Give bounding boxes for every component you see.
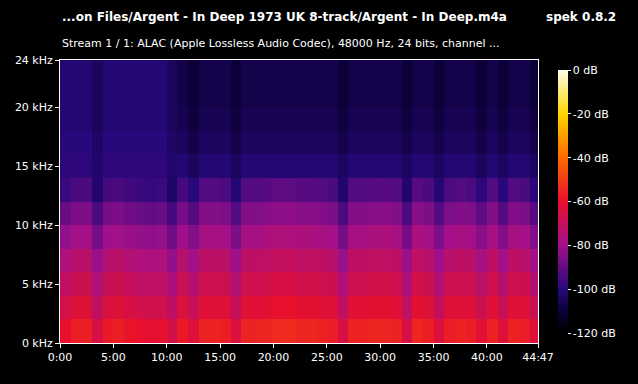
svg-text:30:00: 30:00 (364, 351, 396, 364)
svg-text:spek 0.8.2: spek 0.8.2 (546, 10, 616, 24)
svg-text:20 kHz: 20 kHz (15, 101, 53, 114)
svg-text:15 kHz: 15 kHz (15, 160, 53, 173)
svg-text:-80 dB: -80 dB (573, 239, 609, 252)
svg-text:44:47: 44:47 (522, 351, 554, 364)
svg-text:10:00: 10:00 (151, 351, 183, 364)
svg-text:-40 dB: -40 dB (573, 152, 609, 165)
svg-text:35:00: 35:00 (418, 351, 450, 364)
svg-text:0 kHz: 0 kHz (22, 337, 53, 350)
svg-text:24 kHz: 24 kHz (15, 54, 53, 67)
svg-text:5 kHz: 5 kHz (22, 278, 53, 291)
svg-text:5:00: 5:00 (101, 351, 126, 364)
svg-text:-20 dB: -20 dB (573, 108, 609, 121)
svg-text:-100 dB: -100 dB (573, 283, 616, 296)
svg-text:...on Files/Argent - In Deep 1: ...on Files/Argent - In Deep 1973 UK 8-t… (62, 10, 507, 24)
svg-text:Stream 1 / 1: ALAC (Apple Loss: Stream 1 / 1: ALAC (Apple Lossless Audio… (62, 37, 500, 50)
svg-text:15:00: 15:00 (204, 351, 236, 364)
svg-text:25:00: 25:00 (311, 351, 343, 364)
svg-text:0:00: 0:00 (48, 351, 73, 364)
svg-text:10 kHz: 10 kHz (15, 219, 53, 232)
svg-text:20:00: 20:00 (258, 351, 290, 364)
svg-text:0 dB: 0 dB (573, 64, 598, 77)
svg-text:40:00: 40:00 (471, 351, 503, 364)
svg-text:-60 dB: -60 dB (573, 195, 609, 208)
svg-text:-120 dB: -120 dB (573, 327, 616, 340)
